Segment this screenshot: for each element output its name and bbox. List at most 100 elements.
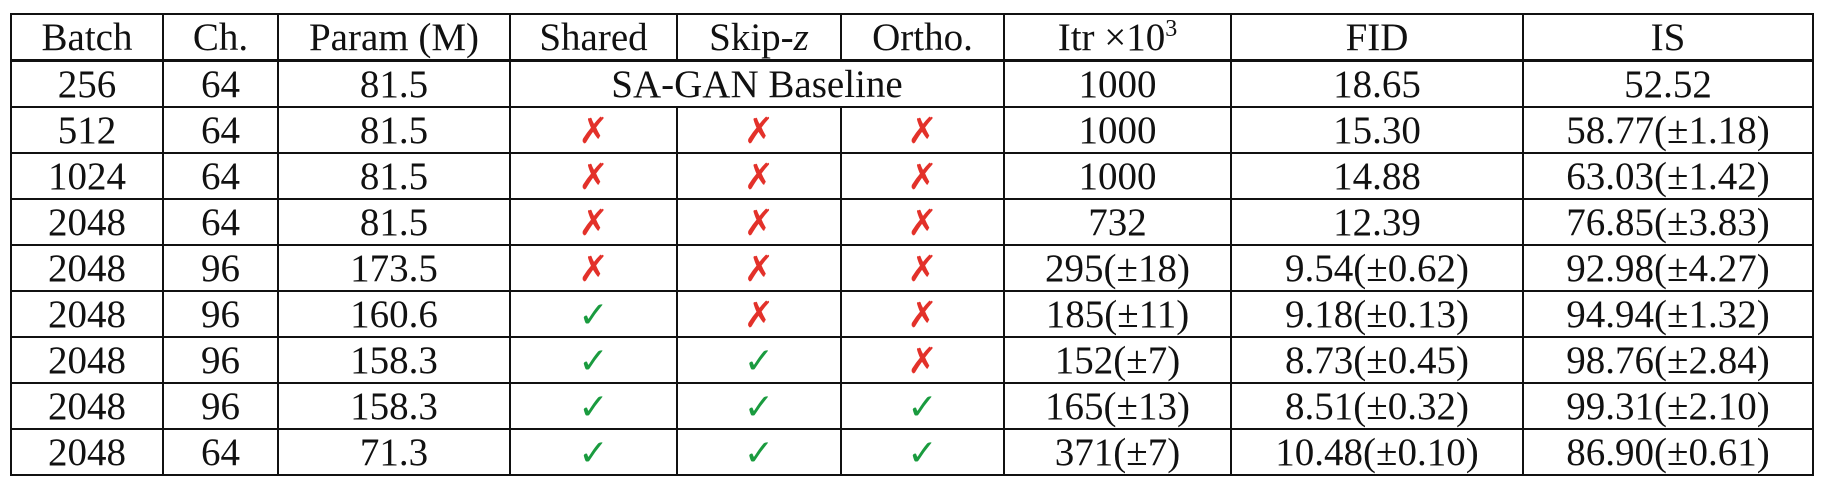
cell-skip-z: ✗ (676, 106, 842, 154)
cell-fid: 15.30 (1230, 106, 1524, 154)
table-row: 2048 96 160.6 ✓ ✗ ✗ 185(±11) 9.18(±0.13) 94.94(±… (10, 290, 1814, 338)
header-fid: FID (1230, 13, 1524, 62)
cell-channels: 64 (162, 198, 279, 246)
baseline-is: 52.52 (1522, 59, 1814, 108)
cell-skip-z: ✗ (676, 244, 842, 292)
table-row: 1024 64 81.5 ✗ ✗ ✗ 1000 14.88 63.03(±1.42) (10, 152, 1814, 200)
cell-ortho: ✗ (840, 336, 1005, 384)
check-icon: ✓ (743, 432, 775, 474)
cell-batch: 512 (10, 106, 164, 154)
cell-fid: 12.39 (1230, 198, 1524, 246)
table-row: 2048 64 71.3 ✓ ✓ ✓ 371(±7) 10.48(±0.10) 86.90(±0… (10, 428, 1814, 476)
cross-icon: ✗ (743, 294, 775, 336)
table-row: 2048 64 81.5 ✗ ✗ ✗ 732 12.39 76.85(±3.83) (10, 198, 1814, 246)
cell-param: 158.3 (277, 336, 511, 384)
cell-is: 98.76(±2.84) (1522, 336, 1814, 384)
cross-icon: ✗ (907, 202, 938, 244)
cell-is: 99.31(±2.10) (1522, 382, 1814, 430)
cell-itr: 1000 (1003, 152, 1232, 200)
table-row: 2048 96 158.3 ✓ ✓ ✗ 152(±7) 8.73(±0.45) 98.76(±2… (10, 336, 1814, 384)
check-icon: ✓ (578, 340, 609, 382)
check-icon: ✓ (907, 386, 938, 428)
cell-ortho: ✓ (840, 382, 1005, 430)
check-icon: ✓ (578, 386, 609, 428)
cross-icon: ✗ (907, 294, 938, 336)
cell-ortho: ✗ (840, 198, 1005, 246)
cell-itr: 371(±7) (1003, 428, 1232, 476)
cell-param: 81.5 (277, 198, 511, 246)
cross-icon: ✗ (578, 202, 609, 244)
table-row: 2048 96 158.3 ✓ ✓ ✓ 165(±13) 8.51(±0.32) 99.31(±… (10, 382, 1814, 430)
cell-ortho: ✗ (840, 152, 1005, 200)
cell-skip-z: ✗ (676, 152, 842, 200)
header-param: Param (M) (277, 13, 511, 62)
header-ortho: Ortho. (840, 13, 1005, 62)
cell-shared: ✓ (509, 428, 678, 476)
results-table-container: Batch Ch. Param (M) Shared Skip-z Ortho.… (10, 13, 1814, 476)
cell-shared: ✗ (509, 198, 678, 246)
baseline-label: SA-GAN Baseline (509, 59, 1005, 108)
cell-is: 86.90(±0.61) (1522, 428, 1814, 476)
cell-param: 71.3 (277, 428, 511, 476)
cell-batch: 2048 (10, 290, 164, 338)
cell-itr: 152(±7) (1003, 336, 1232, 384)
cell-batch: 2048 (10, 428, 164, 476)
check-icon: ✓ (743, 340, 775, 382)
cell-itr: 165(±13) (1003, 382, 1232, 430)
cell-param: 81.5 (277, 106, 511, 154)
cross-icon: ✗ (578, 110, 609, 152)
baseline-fid: 18.65 (1230, 59, 1524, 108)
cell-shared: ✓ (509, 382, 678, 430)
header-itr: Itr ×103 (1003, 13, 1232, 62)
cell-shared: ✗ (509, 244, 678, 292)
cross-icon: ✗ (907, 156, 938, 198)
check-icon: ✓ (743, 386, 775, 428)
header-batch: Batch (10, 13, 164, 62)
cell-ortho: ✗ (840, 106, 1005, 154)
cell-fid: 9.54(±0.62) (1230, 244, 1524, 292)
check-icon: ✓ (578, 294, 609, 336)
cross-icon: ✗ (907, 110, 938, 152)
cell-itr: 295(±18) (1003, 244, 1232, 292)
baseline-itr: 1000 (1003, 59, 1232, 108)
cross-icon: ✗ (743, 202, 775, 244)
cell-ortho: ✓ (840, 428, 1005, 476)
cross-icon: ✗ (578, 156, 609, 198)
header-shared: Shared (509, 13, 678, 62)
header-skip-z-prefix: Skip- (709, 15, 794, 59)
cell-ortho: ✗ (840, 244, 1005, 292)
cell-param: 160.6 (277, 290, 511, 338)
cell-fid: 10.48(±0.10) (1230, 428, 1524, 476)
table-row: 2048 96 173.5 ✗ ✗ ✗ 295(±18) 9.54(±0.62) 92.98(±… (10, 244, 1814, 292)
cell-shared: ✓ (509, 336, 678, 384)
cell-fid: 14.88 (1230, 152, 1524, 200)
cell-channels: 96 (162, 290, 279, 338)
cross-icon: ✗ (907, 340, 938, 382)
table-row: 512 64 81.5 ✗ ✗ ✗ 1000 15.30 58.77(±1.18) (10, 106, 1814, 154)
cross-icon: ✗ (907, 248, 938, 290)
header-skip-z: Skip-z (676, 13, 842, 62)
cell-fid: 9.18(±0.13) (1230, 290, 1524, 338)
cross-icon: ✗ (743, 156, 775, 198)
cell-param: 81.5 (277, 152, 511, 200)
cell-batch: 1024 (10, 152, 164, 200)
cell-param: 173.5 (277, 244, 511, 292)
header-itr-exponent: 3 (1165, 15, 1178, 42)
cell-is: 94.94(±1.32) (1522, 290, 1814, 338)
cell-fid: 8.51(±0.32) (1230, 382, 1524, 430)
cell-batch: 2048 (10, 336, 164, 384)
cell-skip-z: ✓ (676, 382, 842, 430)
cell-channels: 96 (162, 244, 279, 292)
cell-itr: 185(±11) (1003, 290, 1232, 338)
header-is: IS (1522, 13, 1814, 62)
cell-itr: 732 (1003, 198, 1232, 246)
cell-ortho: ✗ (840, 290, 1005, 338)
check-icon: ✓ (907, 432, 938, 474)
cell-channels: 64 (162, 428, 279, 476)
cell-channels: 64 (162, 106, 279, 154)
cell-skip-z: ✓ (676, 428, 842, 476)
cell-param: 158.3 (277, 382, 511, 430)
cell-batch: 2048 (10, 382, 164, 430)
header-itr-prefix: Itr ×10 (1057, 15, 1166, 59)
results-table: Batch Ch. Param (M) Shared Skip-z Ortho.… (10, 13, 1814, 476)
